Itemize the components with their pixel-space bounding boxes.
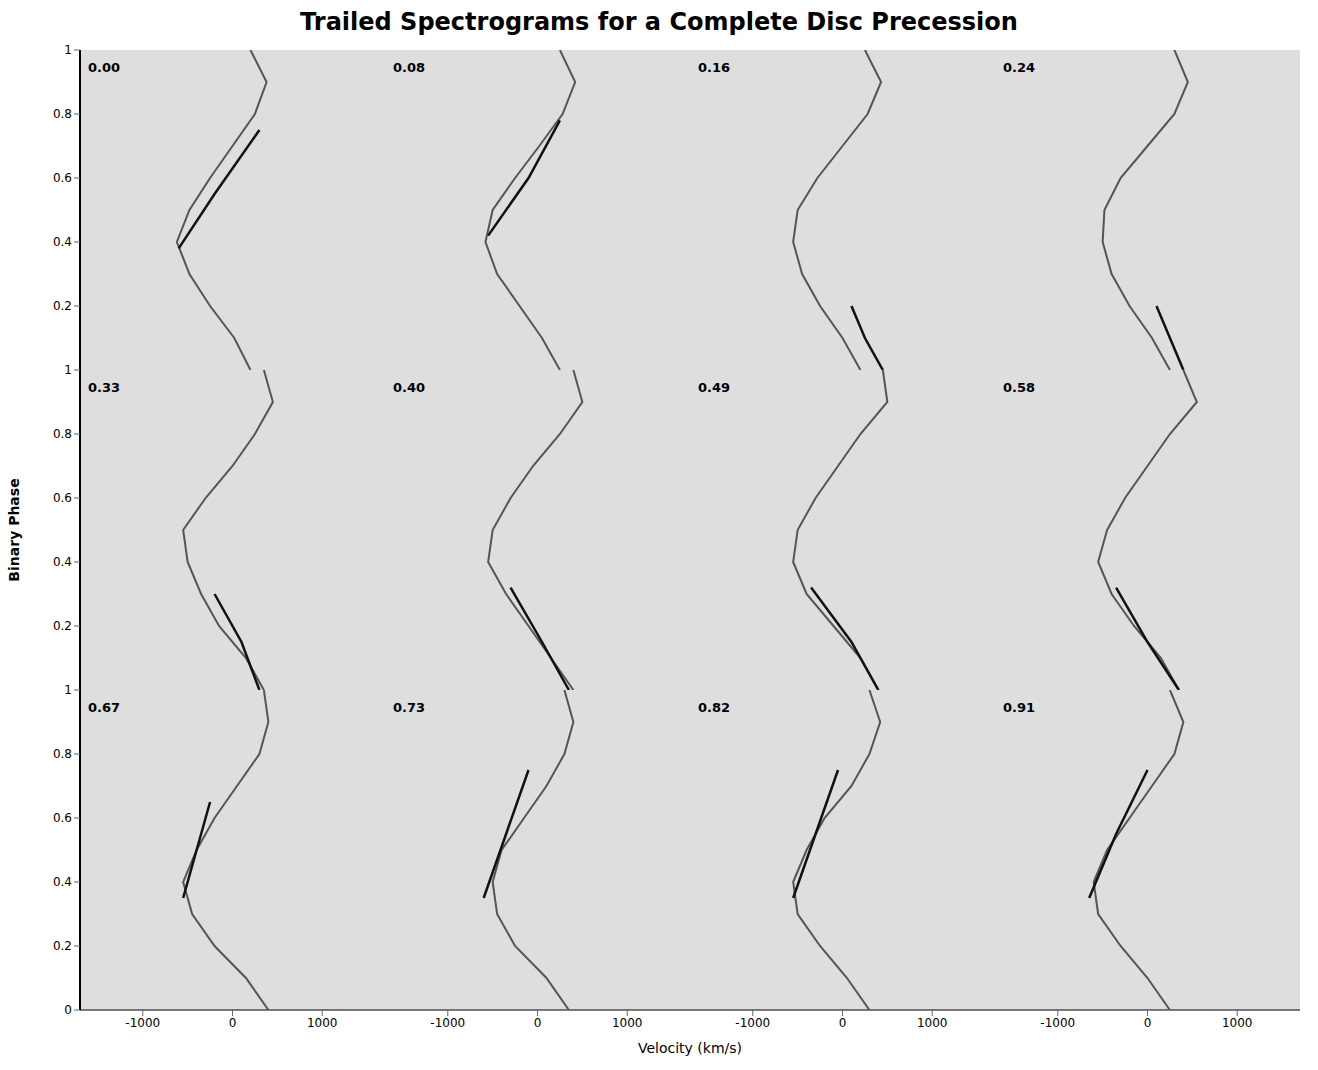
svg-text:0: 0 — [839, 1016, 847, 1030]
html-text:0.33: 0.33 — [88, 380, 121, 395]
svg-text:1: 1 — [64, 363, 72, 377]
svg-text:0.4: 0.4 — [53, 875, 72, 889]
svg-text:0.8: 0.8 — [53, 427, 72, 441]
html-text:0.67: 0.67 — [88, 700, 121, 715]
html-text:Trailed Spectrograms for a Com: Trailed Spectrograms for a Complete Disc… — [300, 8, 1018, 36]
svg-text:0.8: 0.8 — [53, 747, 72, 761]
svg-text:0: 0 — [1144, 1016, 1152, 1030]
svg-text:1: 1 — [64, 43, 72, 57]
svg-text:0.6: 0.6 — [53, 811, 72, 825]
svg-text:0.6: 0.6 — [53, 171, 72, 185]
svg-text:1000: 1000 — [612, 1016, 643, 1030]
svg-text:0: 0 — [534, 1016, 542, 1030]
svg-text:0.4: 0.4 — [53, 555, 72, 569]
html-text:0.24: 0.24 — [1003, 60, 1036, 75]
svg-text:0.2: 0.2 — [53, 619, 72, 633]
svg-text:1: 1 — [64, 683, 72, 697]
svg-text:-1000: -1000 — [735, 1016, 770, 1030]
html-text:0.00: 0.00 — [88, 60, 121, 75]
svg-text:0.2: 0.2 — [53, 939, 72, 953]
svg-text:0.4: 0.4 — [53, 235, 72, 249]
svg-text:0.2: 0.2 — [53, 299, 72, 313]
svg-text:1000: 1000 — [307, 1016, 338, 1030]
html-text:0.73: 0.73 — [393, 700, 426, 715]
svg-text:0.8: 0.8 — [53, 107, 72, 121]
svg-text:-1000: -1000 — [125, 1016, 160, 1030]
svg-text:0.6: 0.6 — [53, 491, 72, 505]
html-text:0.91: 0.91 — [1003, 700, 1036, 715]
html-text:0.40: 0.40 — [393, 380, 426, 395]
svg-text:1000: 1000 — [1222, 1016, 1253, 1030]
svg-text:0: 0 — [229, 1016, 237, 1030]
svg-text:0: 0 — [64, 1003, 72, 1017]
html-text:Velocity (km/s): Velocity (km/s) — [638, 1040, 742, 1056]
svg-text:1000: 1000 — [917, 1016, 948, 1030]
html-text:0.16: 0.16 — [698, 60, 731, 75]
html-text:0.49: 0.49 — [698, 380, 731, 395]
html-text:0.58: 0.58 — [1003, 380, 1036, 395]
html-text:0.82: 0.82 — [698, 700, 731, 715]
html-text:0.08: 0.08 — [393, 60, 426, 75]
html-text:Binary Phase: Binary Phase — [6, 478, 22, 582]
svg-text:-1000: -1000 — [430, 1016, 465, 1030]
svg-text:-1000: -1000 — [1040, 1016, 1075, 1030]
